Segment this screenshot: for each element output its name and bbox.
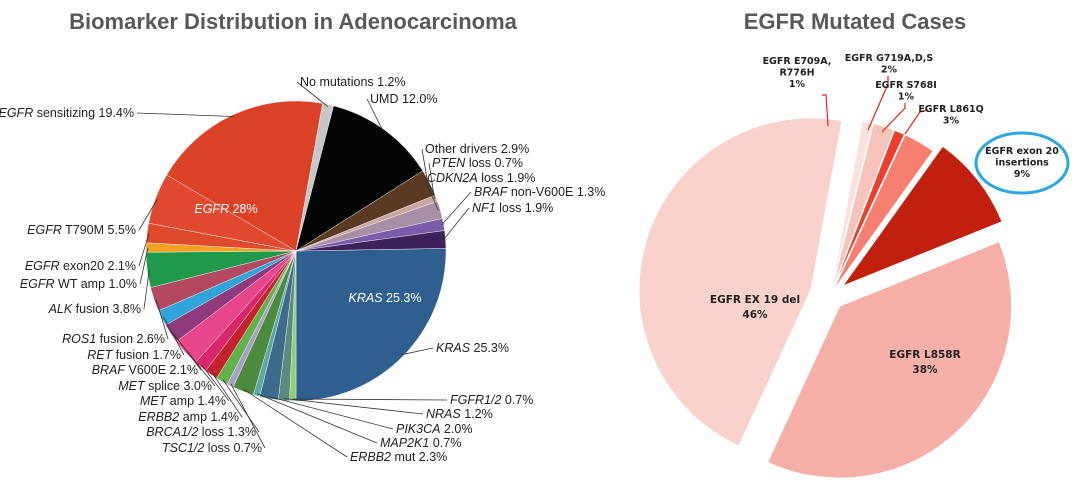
slice-label-pik3ca-2-0: PIK3CA 2.0% bbox=[396, 422, 472, 436]
leader-line bbox=[283, 398, 424, 415]
slice-label-tsc1-2-loss-0-7: TSC1/2 loss 0.7% bbox=[162, 441, 262, 455]
slice-egfr-sensitizing-19-4 bbox=[166, 100, 323, 252]
slice-label-nf1-loss-1-9: NF1 loss 1.9% bbox=[472, 201, 553, 215]
leader-line bbox=[423, 177, 439, 211]
slice-label-kras-25-3: KRAS 25.3% bbox=[436, 341, 509, 355]
slice-label-braf-non-v600e-1-3: BRAF non-V600E 1.3% bbox=[474, 185, 605, 199]
slice-label-ret-fusion-1-7: RET fusion 1.7% bbox=[87, 348, 181, 362]
leader-line bbox=[163, 316, 185, 356]
leader-line bbox=[172, 332, 202, 371]
leader-line bbox=[421, 148, 429, 184]
leader-line bbox=[136, 112, 235, 117]
slice-label-egfr-sensitizing-19-4: EGFR sensitizing 19.4% bbox=[0, 106, 134, 120]
slice-egfr-e709a-r776h-1 bbox=[830, 120, 874, 291]
left-pie: KRAS 25.3% FGFR1/2 0.7%NRAS 1.2%PIK3CA 2.… bbox=[0, 75, 605, 464]
leader-line bbox=[867, 76, 889, 131]
slice-label-egfr-exon20-2-1: EGFR exon20 2.1% bbox=[25, 259, 136, 273]
slice-label-egfr-exon-20-insertions-9: EGFR exon 20 insertions 9% bbox=[985, 146, 1059, 180]
leader-line bbox=[904, 109, 929, 135]
slice-label-egfr-s768i-1: EGFR S768I 1% bbox=[875, 80, 937, 103]
leader-line bbox=[211, 372, 243, 418]
leader-line bbox=[428, 162, 435, 199]
slice-label-pten-loss-0-7: PTEN loss 0.7% bbox=[432, 156, 523, 170]
slice-egfr-s768i-1 bbox=[831, 129, 906, 291]
slice-egfr-l858r-38 bbox=[766, 241, 1013, 479]
slice-label-egfr-g719a-d-s-2: EGFR G719A,D,S 2% bbox=[845, 53, 934, 76]
leader-line bbox=[143, 269, 150, 310]
leader-line bbox=[155, 298, 169, 340]
slice-label-met-amp-1-4: MET amp 1.4% bbox=[140, 394, 226, 408]
leader-line bbox=[186, 350, 216, 387]
slice-egfr-l861q-3 bbox=[832, 134, 934, 292]
slice-label-map2k1-0-7: MAP2K1 0.7% bbox=[380, 436, 461, 450]
leader-line bbox=[243, 389, 348, 458]
slice-egfr-g719a-d-s-2 bbox=[831, 122, 895, 291]
slice-nf1-loss-1-9 bbox=[295, 230, 447, 252]
slice-label-alk-fusion-3-8: ALK fusion 3.8% bbox=[48, 302, 141, 316]
leader-line bbox=[443, 207, 470, 240]
slice-label-met-splice-3-0: MET splice 3.0% bbox=[118, 379, 212, 393]
leader-line bbox=[366, 98, 384, 132]
slice-label-egfr-l861q-3: EGFR L861Q 3% bbox=[918, 104, 983, 127]
slice-label-cdkn2a-loss-1-9: CDKN2A loss 1.9% bbox=[427, 171, 535, 185]
slice-label-fgfr1-2-0-7: FGFR1/2 0.7% bbox=[450, 393, 533, 407]
inner-label-kras-25-3: KRAS 25.3% bbox=[349, 291, 422, 305]
leader-line bbox=[139, 247, 149, 285]
leader-line bbox=[296, 81, 329, 107]
leader-line bbox=[401, 347, 434, 356]
slice-label-other-drivers-2-9: Other drivers 2.9% bbox=[425, 142, 529, 156]
slice-label-no-mutations-1-2: No mutations 1.2% bbox=[300, 75, 406, 89]
slice-label-erbb2-amp-1-4: ERBB2 amp 1.4% bbox=[138, 410, 239, 424]
left-chart-title: Biomarker Distribution in Adenocarcinoma bbox=[69, 9, 518, 34]
slice-label-brca1-2-loss-1-3: BRCA1/2 loss 1.3% bbox=[146, 425, 256, 439]
slice-egfr-exon-20-insertions-9 bbox=[841, 145, 1003, 288]
leader-line bbox=[138, 198, 158, 231]
slice-label-egfr-ex-19-del-46: EGFR EX 19 del 46% bbox=[710, 294, 800, 321]
slice-label-ros1-fusion-2-6: ROS1 fusion 2.6% bbox=[62, 332, 165, 346]
leader-line bbox=[222, 379, 260, 433]
leader-line bbox=[822, 94, 829, 127]
slice-umd-12-0 bbox=[295, 105, 424, 252]
inner-label-egfr-28: EGFR 28% bbox=[194, 202, 257, 216]
leader-line bbox=[269, 396, 394, 430]
leader-line bbox=[138, 233, 150, 267]
slice-label-egfr-e709a-r776h-1: EGFR E709A, R776H 1% bbox=[763, 56, 832, 90]
right-chart-title: EGFR Mutated Cases bbox=[744, 9, 967, 34]
slice-egfr-ex-19-del-46 bbox=[638, 117, 843, 447]
highlight-circle bbox=[974, 131, 1070, 195]
leader-line bbox=[441, 191, 472, 226]
slice-kras-25-3 bbox=[295, 248, 447, 402]
slice-label-erbb2-mut-2-3: ERBB2 mut 2.3% bbox=[350, 450, 447, 464]
slice-label-egfr-t790m-5-5: EGFR T790M 5.5% bbox=[27, 223, 136, 237]
leader-line bbox=[201, 364, 230, 402]
leader-line bbox=[881, 103, 906, 133]
slice-label-egfr-l858r-38: EGFR L858R 38% bbox=[889, 349, 960, 376]
right-pie: EGFR L858R 38% EGFR EX 19 del 46% EGFR E709A… bbox=[638, 53, 1070, 479]
slice-label-egfr-wt-amp-1-0: EGFR WT amp 1.0% bbox=[20, 277, 137, 291]
slice-label-nras-1-2: NRAS 1.2% bbox=[426, 407, 493, 421]
leader-line bbox=[292, 398, 448, 401]
leader-line bbox=[256, 393, 378, 444]
slice-label-umd-12-0: UMD 12.0% bbox=[370, 92, 437, 106]
slice-label-braf-v600e-2-1: BRAF V600E 2.1% bbox=[92, 363, 198, 377]
